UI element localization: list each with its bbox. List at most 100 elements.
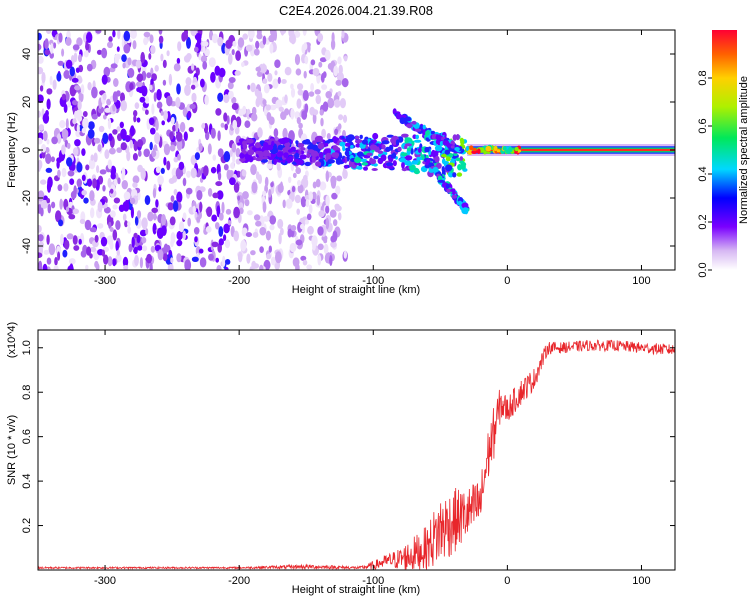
echo-cell: [271, 140, 275, 146]
noise-cell: [192, 205, 196, 214]
echo-cell: [365, 145, 369, 149]
spectrogram-x-ticks: -300 -200 -100 0 100: [94, 30, 651, 287]
noise-cell: [247, 30, 255, 39]
noise-cell: [167, 202, 174, 211]
noise-cell: [38, 137, 43, 145]
noise-cell: [262, 35, 267, 45]
line-cell: [496, 149, 501, 153]
echo-cell: [417, 147, 422, 153]
echo-cell: [344, 156, 348, 164]
echo-cell: [415, 134, 420, 140]
noise-cell: [112, 204, 118, 210]
noise-cell: [232, 119, 238, 130]
noise-cell: [259, 226, 267, 236]
noise-cell: [323, 238, 328, 244]
noise-cell: [120, 142, 128, 151]
echo-cell: [361, 139, 368, 145]
noise-cell: [217, 148, 224, 158]
noise-cell: [162, 79, 167, 86]
noise-cell: [210, 166, 217, 174]
noise-cell: [339, 98, 346, 109]
y-tick-label: 20: [21, 96, 33, 108]
noise-cell: [183, 131, 188, 141]
noise-cell: [326, 133, 331, 140]
noise-cell: [157, 249, 164, 261]
noise-cell: [139, 96, 146, 103]
noise-cell: [184, 84, 191, 96]
noise-cell: [216, 265, 222, 270]
noise-cell: [290, 33, 296, 45]
noise-cell: [57, 169, 61, 178]
noise-cell: [317, 243, 324, 251]
echo-cell: [342, 158, 346, 162]
noise-cell: [133, 246, 138, 255]
noise-cell: [172, 200, 179, 212]
noise-cell: [72, 118, 77, 125]
noise-cell: [155, 119, 159, 131]
branch-cell: [450, 145, 455, 149]
noise-cell: [90, 154, 94, 161]
noise-cell: [76, 178, 83, 188]
noise-cell: [250, 164, 257, 176]
echo-cell: [413, 139, 422, 143]
noise-cell: [215, 257, 219, 263]
echo-cell: [380, 154, 387, 162]
noise-cell: [216, 190, 224, 200]
echo-cell: [411, 140, 415, 146]
branch-cell: [396, 113, 401, 118]
echo-cell: [267, 144, 274, 151]
noise-cell: [124, 135, 131, 143]
echo-cell: [239, 157, 246, 162]
noise-cell: [268, 116, 275, 125]
noise-cell: [48, 243, 56, 256]
echo-cell: [363, 166, 368, 171]
noise-cell: [77, 100, 82, 111]
noise-cell: [142, 245, 148, 252]
noise-cell: [343, 250, 347, 259]
branch-cell: [435, 134, 442, 141]
noise-cell: [272, 78, 279, 89]
noise-cell: [179, 221, 185, 233]
branch-cell: [425, 130, 430, 136]
echo-cell: [295, 140, 299, 145]
branch-cell: [454, 147, 460, 151]
noise-cell: [107, 41, 113, 49]
noise-cell: [290, 108, 295, 120]
noise-cell: [176, 139, 183, 151]
echo-cell: [369, 144, 378, 150]
noise-cell: [325, 205, 330, 214]
noise-cell: [127, 67, 135, 78]
echo-cell: [411, 160, 419, 165]
noise-cell: [55, 210, 62, 223]
snr-x-label: Height of straight line (km): [292, 584, 420, 596]
noise-cell: [262, 201, 267, 213]
noise-cell: [112, 30, 116, 38]
echo-cell: [404, 145, 408, 149]
noise-cell: [78, 238, 82, 245]
noise-cell: [57, 60, 64, 66]
noise-cell: [312, 109, 319, 116]
noise-cell: [134, 216, 139, 226]
noise-cell: [185, 77, 192, 86]
noise-cell: [232, 40, 237, 47]
noise-cell: [307, 225, 314, 235]
echo-cell: [246, 138, 254, 144]
noise-cell: [294, 54, 301, 66]
noise-cell: [117, 177, 121, 185]
noise-cell: [154, 65, 159, 72]
echo-cell: [254, 142, 261, 149]
noise-cell: [147, 211, 154, 222]
line-cell: [514, 147, 519, 152]
noise-cell: [170, 232, 176, 244]
snr-frame: [37, 329, 676, 571]
noise-cell: [95, 263, 100, 270]
echo-cell: [242, 140, 248, 146]
noise-cell: [274, 70, 278, 76]
noise-cell: [115, 240, 119, 252]
branch-cell: [406, 123, 413, 128]
x-tick-label: -300: [94, 275, 116, 287]
noise-cell: [65, 206, 70, 213]
x-tick-label: 100: [632, 575, 650, 587]
noise-cell: [317, 226, 324, 236]
noise-cell: [297, 89, 304, 96]
